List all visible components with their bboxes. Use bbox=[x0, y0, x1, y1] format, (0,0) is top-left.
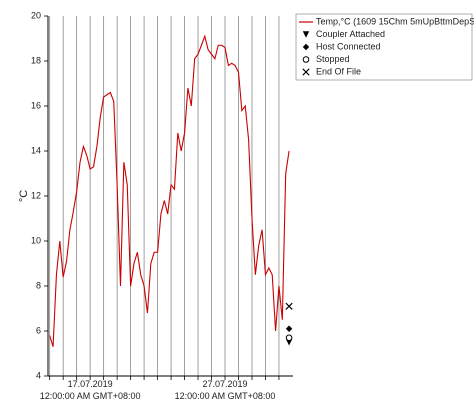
y-tick-label: 4 bbox=[36, 370, 41, 380]
y-tick-label: 12 bbox=[31, 190, 41, 200]
legend-symbol bbox=[302, 56, 310, 63]
event-marker bbox=[285, 339, 293, 346]
y-tick-label: 20 bbox=[31, 10, 41, 20]
legend-symbol bbox=[302, 68, 310, 76]
y-tick-label: 6 bbox=[36, 325, 41, 335]
legend-label: Temp,°C (1609 15Chm 5mUpBttmDepSt) bbox=[316, 16, 474, 26]
y-tick-label: 10 bbox=[31, 235, 41, 245]
y-tick-label: 8 bbox=[36, 280, 41, 290]
y-tick-label: 18 bbox=[31, 55, 41, 65]
event-marker bbox=[285, 325, 293, 332]
legend-label: Stopped bbox=[316, 54, 350, 64]
y-axis-label: °C bbox=[18, 190, 30, 202]
y-tick-label: 16 bbox=[31, 100, 41, 110]
event-marker bbox=[285, 334, 293, 342]
legend-label: Coupler Attached bbox=[316, 29, 385, 39]
legend-box bbox=[295, 13, 473, 81]
legend-symbol bbox=[302, 31, 310, 38]
event-marker bbox=[285, 302, 293, 310]
temperature-line bbox=[49, 34, 290, 347]
x-tick-label: 17.07.2019 12:00:00 AM GMT+08:00 bbox=[39, 379, 141, 401]
y-tick-label: 14 bbox=[31, 145, 41, 155]
x-tick-label: 27.07.2019 12:00:00 AM GMT+08:00 bbox=[174, 379, 276, 401]
legend-label: End Of File bbox=[316, 66, 361, 76]
legend-label: Host Connected bbox=[316, 41, 381, 51]
legend-symbol bbox=[302, 43, 310, 51]
